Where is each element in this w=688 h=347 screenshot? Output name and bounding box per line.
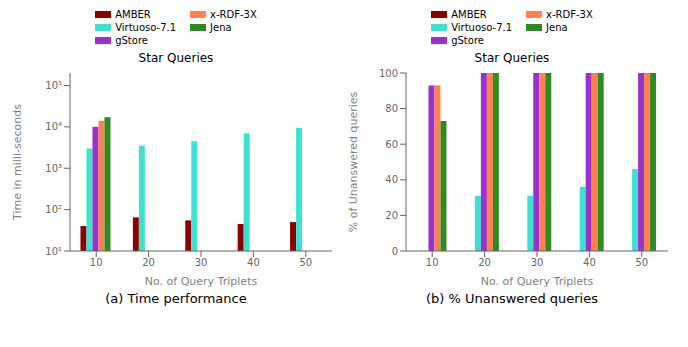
html-text:Jena: Jena — [546, 22, 568, 33]
svg-text:20: 20 — [478, 257, 491, 268]
svg-text:20: 20 — [142, 257, 155, 268]
html-text:Star Queries: Star Queries — [138, 51, 214, 65]
svg-text:10: 10 — [426, 257, 439, 268]
svg-text:40: 40 — [385, 174, 398, 185]
html-text:(b) % Unanswered queries: (b) % Unanswered queries — [426, 291, 598, 306]
svg-text:0: 0 — [392, 246, 398, 257]
svg-text:50: 50 — [635, 257, 648, 268]
html-text:x-RDF-3X: x-RDF-3X — [210, 9, 257, 20]
html-text:gStore: gStore — [451, 35, 484, 46]
svg-text:30: 30 — [195, 257, 208, 268]
svg-text:No. of Query Triplets: No. of Query Triplets — [481, 275, 594, 288]
html-text:Virtuoso-7.1: Virtuoso-7.1 — [451, 22, 513, 33]
svg-text:Time in milli-seconds: Time in milli-seconds — [11, 104, 24, 221]
html-text:AMBER: AMBER — [115, 9, 151, 20]
svg-text:10¹: 10¹ — [45, 246, 62, 257]
svg-text:30: 30 — [531, 257, 544, 268]
svg-text:100: 100 — [379, 68, 398, 79]
svg-text:40: 40 — [247, 257, 260, 268]
svg-text:60: 60 — [385, 139, 398, 150]
svg-text:10³: 10³ — [45, 163, 62, 174]
html-text:(a) Time performance: (a) Time performance — [105, 291, 247, 306]
svg-text:10⁴: 10⁴ — [45, 121, 62, 132]
svg-text:10: 10 — [90, 257, 103, 268]
svg-text:No. of Query Triplets: No. of Query Triplets — [145, 275, 258, 288]
svg-text:% of Unanswered queries: % of Unanswered queries — [347, 91, 360, 232]
html-text:AMBER: AMBER — [451, 9, 487, 20]
svg-text:20: 20 — [385, 210, 398, 221]
svg-text:40: 40 — [583, 257, 596, 268]
html-text:gStore: gStore — [115, 35, 148, 46]
html-text:Jena: Jena — [210, 22, 232, 33]
svg-text:80: 80 — [385, 103, 398, 114]
html-text:Star Queries: Star Queries — [474, 51, 550, 65]
svg-text:10⁵: 10⁵ — [45, 80, 62, 91]
html-text:x-RDF-3X: x-RDF-3X — [546, 9, 593, 20]
html-text:Virtuoso-7.1: Virtuoso-7.1 — [115, 22, 177, 33]
svg-text:50: 50 — [299, 257, 312, 268]
svg-text:10²: 10² — [45, 204, 62, 215]
